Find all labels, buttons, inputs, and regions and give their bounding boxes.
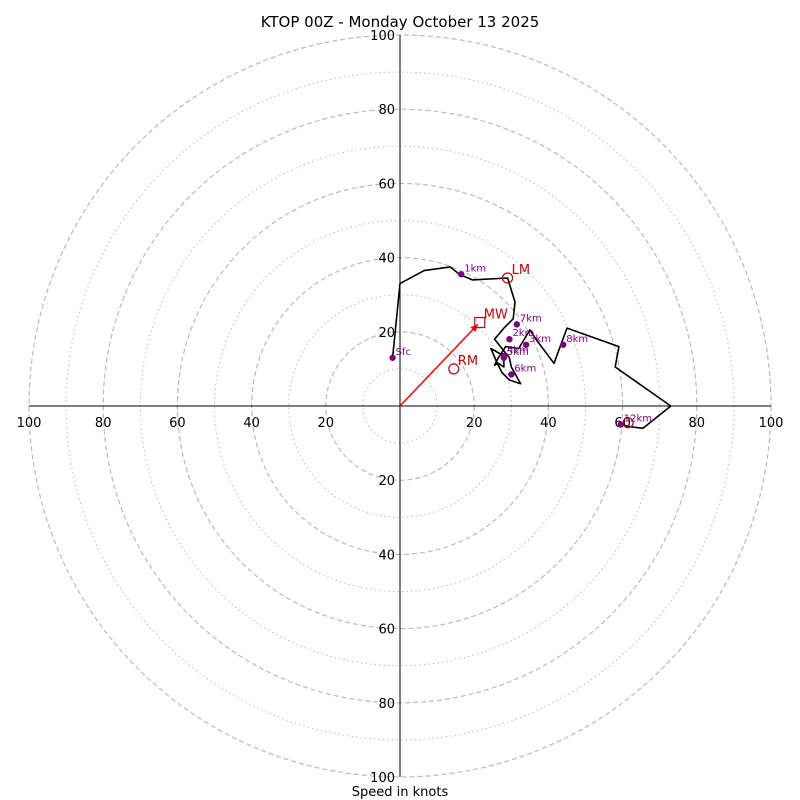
tick-left-20: 20 xyxy=(318,416,335,431)
tick-bottom-20: 20 xyxy=(378,474,395,489)
tick-left-80: 80 xyxy=(95,416,112,431)
tick-bottom-60: 60 xyxy=(378,623,395,638)
tick-top-60: 60 xyxy=(378,177,395,192)
tick-top-20: 20 xyxy=(378,326,395,341)
height-label-6km: 6km xyxy=(514,363,536,374)
height-label-5km: 5km xyxy=(507,347,529,358)
tick-bottom-100: 100 xyxy=(370,771,395,786)
tick-right-40: 40 xyxy=(540,416,557,431)
height-label-2km: 2km xyxy=(512,328,534,339)
height-point-8km xyxy=(560,341,567,348)
tick-left-40: 40 xyxy=(243,416,260,431)
height-point-6km xyxy=(508,371,515,378)
height-point-1km xyxy=(458,271,465,278)
tick-left-60: 60 xyxy=(169,416,186,431)
shear-vector-arrowhead xyxy=(470,324,478,332)
tick-bottom-40: 40 xyxy=(378,548,395,563)
height-point-3km xyxy=(522,341,530,348)
tick-bottom-80: 80 xyxy=(378,697,395,712)
height-label-7km: 7km xyxy=(520,313,542,324)
shear-vector-line xyxy=(399,323,479,407)
height-label-1km: 1km xyxy=(464,263,486,274)
tick-labels: 1008060402020406080100204060801002040608… xyxy=(17,29,784,786)
chart-title: KTOP 00Z - Monday October 13 2025 xyxy=(261,13,540,31)
tick-right-80: 80 xyxy=(689,416,706,431)
tick-right-20: 20 xyxy=(466,416,483,431)
height-point-12km xyxy=(617,421,624,428)
tick-right-100: 100 xyxy=(759,416,784,431)
shear-vector xyxy=(399,323,479,407)
wind-profile-series xyxy=(391,266,672,430)
height-point-7km xyxy=(513,321,521,328)
mw-label: MW xyxy=(484,308,508,323)
height-point-2km xyxy=(506,336,513,343)
height-label-3km: 3km xyxy=(529,334,551,345)
rm-marker xyxy=(448,363,460,375)
height-label-8km: 8km xyxy=(566,334,588,345)
tick-top-100: 100 xyxy=(370,29,395,44)
height-label-sfc: Sfc xyxy=(396,347,411,358)
height-point-sfc xyxy=(389,354,396,361)
height-label-12km: 12km xyxy=(624,414,652,425)
storm-motion-markers: LM MW RM xyxy=(448,263,634,429)
profile-line-0 xyxy=(391,266,672,430)
tick-top-40: 40 xyxy=(378,252,395,267)
lm-label: LM xyxy=(512,263,530,278)
tick-left-100: 100 xyxy=(17,416,42,431)
mw-marker xyxy=(474,316,486,329)
x-axis-label: Speed in knots xyxy=(352,785,449,800)
rm-label: RM xyxy=(458,354,478,369)
lm-marker xyxy=(501,272,514,284)
height-point-5km xyxy=(500,354,508,361)
tick-top-80: 80 xyxy=(378,103,395,118)
height-label-4km: 4km xyxy=(507,345,529,356)
